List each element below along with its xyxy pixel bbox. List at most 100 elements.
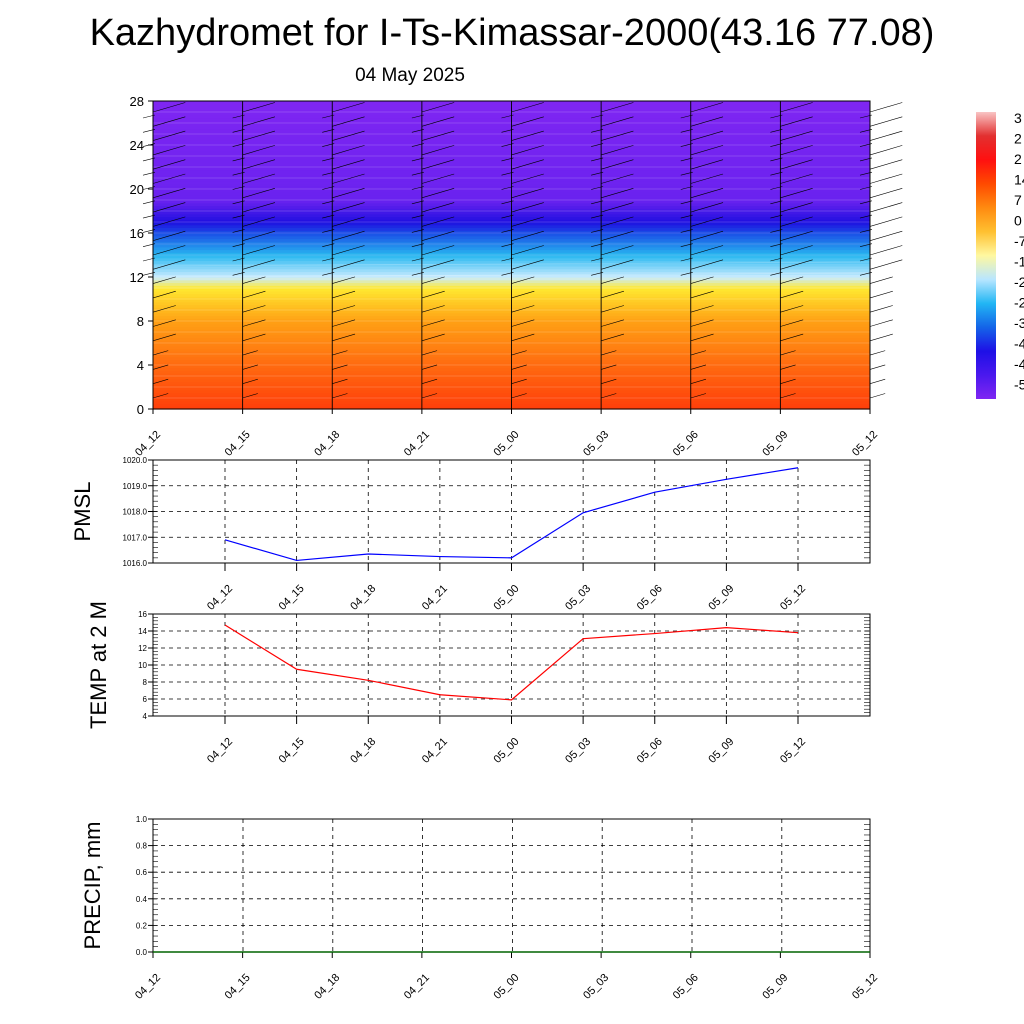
wind-barb bbox=[690, 145, 724, 156]
wind-barb bbox=[332, 350, 348, 356]
y-tick-label: 14 bbox=[138, 627, 147, 636]
wind-barb bbox=[332, 130, 365, 141]
wind-barb bbox=[601, 378, 617, 384]
x-tick-label: 04_15 bbox=[223, 429, 253, 459]
wind-barb bbox=[690, 130, 724, 141]
wind-barb bbox=[242, 305, 266, 313]
page-title: Kazhydromet for I-Ts-Kimassar-2000(43.16… bbox=[89, 12, 935, 54]
wind-barb bbox=[690, 116, 724, 127]
x-tick-label: 05_00 bbox=[492, 583, 522, 613]
wind-barb bbox=[421, 333, 445, 342]
x-tick-label: 05_09 bbox=[760, 972, 790, 1002]
wind-barb bbox=[780, 230, 813, 241]
wind-barb bbox=[332, 116, 365, 127]
wind-barb bbox=[601, 393, 617, 399]
wind-barb bbox=[780, 173, 813, 184]
wind-barb bbox=[591, 229, 604, 233]
y-tick-label: 8 bbox=[137, 314, 144, 329]
wind-barb bbox=[690, 364, 707, 370]
wind-barb bbox=[242, 187, 276, 199]
y-tick-label: 28 bbox=[130, 94, 144, 109]
colorbar-label: 14 bbox=[1014, 172, 1024, 188]
y-tick-label: 10 bbox=[138, 661, 147, 670]
wind-barb bbox=[421, 319, 445, 327]
colorbar: 3 2 2 14 7 0 -7 -1 -2 -2 -3 -4 -4 -5 bbox=[976, 110, 1024, 399]
wind-barb bbox=[332, 173, 365, 184]
x-tick-label: 05_06 bbox=[671, 972, 701, 1002]
wind-barb bbox=[770, 214, 783, 219]
wind-barb bbox=[869, 393, 886, 399]
wind-barb bbox=[591, 114, 604, 119]
wind-barb bbox=[690, 216, 724, 227]
wind-barb bbox=[421, 173, 455, 184]
wind-barb bbox=[232, 129, 245, 133]
wind-barb bbox=[411, 257, 424, 262]
x-tick-label: 05_12 bbox=[778, 583, 808, 613]
wind-barb bbox=[322, 129, 335, 133]
wind-barb bbox=[242, 378, 258, 384]
y-tick-label: 1020.0 bbox=[123, 456, 148, 465]
wind-barb bbox=[680, 200, 693, 205]
x-tick-label: 04_18 bbox=[312, 972, 342, 1002]
wind-barb bbox=[232, 200, 245, 205]
y-tick-label: 16 bbox=[130, 226, 144, 241]
wind-barb bbox=[232, 143, 245, 147]
wind-barb bbox=[511, 378, 527, 384]
wind-barb bbox=[152, 245, 186, 256]
wind-barb bbox=[332, 102, 365, 113]
wind-barb bbox=[680, 157, 693, 162]
wind-barb bbox=[501, 257, 514, 262]
y-tick-label: 16 bbox=[138, 610, 147, 619]
wind-barb bbox=[511, 305, 535, 313]
wind-barb bbox=[421, 245, 455, 256]
wind-barb bbox=[770, 257, 783, 262]
wind-barb bbox=[152, 202, 186, 213]
wind-barb bbox=[511, 130, 544, 141]
wind-barb bbox=[322, 143, 335, 147]
x-tick-label: 05_00 bbox=[492, 972, 522, 1002]
wind-barb bbox=[591, 186, 604, 190]
wind-barb bbox=[601, 333, 625, 342]
wind-barb bbox=[511, 393, 527, 399]
y-tick-label: 0 bbox=[137, 402, 144, 417]
wind-barb bbox=[421, 216, 455, 227]
x-tick-label: 04_12 bbox=[205, 736, 235, 766]
wind-barb bbox=[501, 129, 514, 133]
wind-barb bbox=[152, 319, 176, 327]
wind-barb bbox=[869, 333, 893, 342]
wind-barb bbox=[421, 187, 455, 199]
colorbar-label: -2 bbox=[1014, 295, 1024, 311]
wind-barb bbox=[780, 202, 813, 213]
wind-barb bbox=[232, 214, 245, 219]
wind-barb bbox=[152, 305, 176, 313]
wind-barb bbox=[242, 276, 266, 284]
wind-barb bbox=[232, 114, 245, 119]
wind-barb bbox=[680, 243, 693, 247]
wind-barb bbox=[601, 187, 634, 199]
wind-barb bbox=[421, 259, 455, 270]
wind-barb bbox=[152, 102, 186, 113]
wind-barb bbox=[322, 229, 335, 233]
wind-barb bbox=[322, 272, 335, 276]
wind-barb bbox=[780, 159, 813, 170]
wind-barb bbox=[152, 230, 186, 241]
colorbar-label: 2 bbox=[1014, 131, 1022, 147]
wind-barb bbox=[690, 378, 707, 384]
page-subtitle: 04 May 2025 bbox=[355, 65, 465, 86]
x-tick-label: 04_12 bbox=[133, 429, 163, 459]
wind-barb bbox=[869, 159, 903, 170]
wind-barb bbox=[601, 364, 617, 370]
wind-barb bbox=[421, 290, 445, 299]
wind-barb bbox=[690, 159, 724, 170]
wind-barb bbox=[322, 243, 335, 247]
wind-barb bbox=[770, 129, 783, 133]
wind-barb bbox=[242, 364, 258, 370]
y-tick-label: 0.6 bbox=[136, 868, 148, 877]
wind-barb bbox=[511, 202, 544, 213]
wind-barb bbox=[511, 116, 544, 127]
wind-barb bbox=[332, 216, 365, 227]
wind-barb bbox=[322, 157, 335, 162]
y-tick-label: 8 bbox=[143, 678, 148, 687]
wind-barb bbox=[869, 364, 886, 370]
y-tick-label: 24 bbox=[130, 138, 144, 153]
